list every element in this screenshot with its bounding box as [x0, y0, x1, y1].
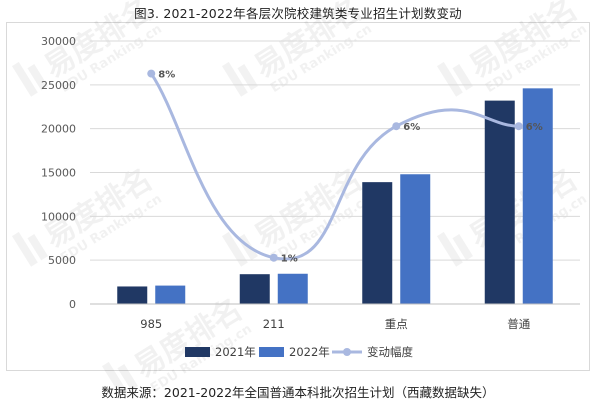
x-tick-label: 985: [140, 317, 162, 331]
change-label-211: 1%: [281, 254, 298, 265]
y-tick-label: 15000: [41, 167, 76, 180]
change-line: 8% 1% 6% 6%: [147, 69, 543, 265]
legend-swatch-2022: [259, 347, 284, 357]
legend-swatch-2021: [185, 347, 210, 357]
y-axis: 0 5000 10000 15000 20000 25000 30000: [41, 35, 76, 311]
change-point-985: [147, 69, 156, 78]
data-source-note: 数据来源：2021-2022年全国普通本科批次招生计划（西藏数据缺失）: [101, 385, 495, 400]
watermark-logo-bar: [117, 364, 139, 391]
x-tick-label: 普通: [507, 317, 530, 331]
bar-2022-985: [155, 285, 186, 304]
bar-2021-重点: [362, 182, 393, 304]
y-tick-label: 25000: [41, 79, 76, 92]
watermark-logo-bar: [221, 61, 248, 97]
bar-2022-重点: [400, 174, 431, 304]
y-tick-label: 0: [69, 298, 76, 311]
change-line-path: [149, 72, 521, 261]
y-tick-label: 5000: [48, 254, 76, 267]
change-label-985: 8%: [158, 70, 175, 81]
watermark-logo-bar: [27, 234, 49, 261]
watermark-logo-bar: [101, 361, 128, 397]
watermark-logo-bar: [237, 64, 259, 91]
change-point-211: [269, 253, 278, 262]
watermark-logo-bar: [436, 61, 463, 97]
watermark-logo-bar: [11, 61, 38, 97]
y-tick-label: 30000: [41, 35, 76, 48]
x-axis: 985 211 重点 普通: [90, 303, 580, 331]
watermark-logo-bar: [27, 64, 49, 91]
x-tick-label: 211: [263, 317, 285, 331]
legend-label-2022: 2022年: [289, 345, 330, 359]
legend-marker-change: [343, 348, 351, 356]
bar-2021-普通: [484, 100, 515, 304]
watermark-logo-bar: [436, 231, 463, 267]
change-point-普通: [514, 122, 523, 131]
watermark-logo-bar: [452, 64, 474, 91]
bar-2022-普通: [522, 88, 553, 304]
change-label-重点: 6%: [403, 122, 420, 133]
watermark-logo-bar: [452, 234, 474, 261]
watermark-logo-bar: [11, 231, 38, 267]
legend-label-change: 变动幅度: [367, 345, 413, 359]
chart-frame: [6, 22, 590, 371]
x-tick-label: 重点: [385, 317, 408, 331]
y-tick-label: 20000: [41, 123, 76, 136]
watermark-logo-bar: [221, 231, 248, 267]
legend: 2021年 2022年 变动幅度: [185, 345, 413, 359]
y-tick-label: 10000: [41, 210, 76, 223]
change-label-普通: 6%: [526, 122, 543, 133]
change-point-重点: [392, 122, 401, 131]
bars: [117, 88, 553, 304]
legend-label-2021: 2021年: [215, 345, 256, 359]
bar-2022-211: [277, 273, 308, 304]
bar-2021-985: [117, 286, 148, 304]
chart-title: 图3. 2021-2022年各层次院校建筑类专业招生计划数变动: [134, 6, 462, 21]
bar-2021-211: [239, 274, 270, 304]
